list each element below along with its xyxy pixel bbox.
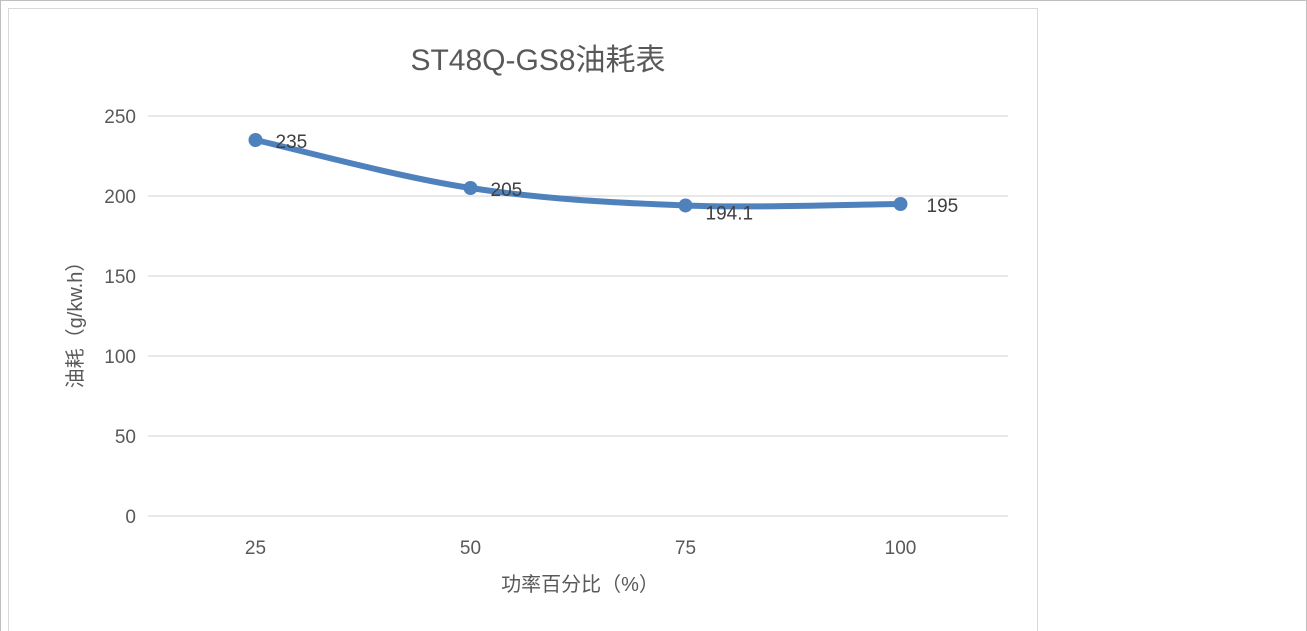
y-tick-label: 0: [125, 507, 136, 528]
chart-area: [8, 8, 1038, 631]
y-tick-labels: 0 50 100 150 200 250: [104, 107, 136, 528]
y-axis-title: 油耗（g/kw.h）: [64, 252, 87, 389]
y-tick-label: 100: [104, 347, 136, 368]
x-tick-label: 75: [675, 538, 696, 559]
y-tick-label: 250: [104, 107, 136, 128]
data-label: 205: [491, 180, 523, 201]
data-point: [678, 198, 693, 213]
data-labels: 235 205 194.1 195: [276, 132, 959, 224]
data-point: [893, 197, 908, 211]
data-point: [248, 133, 263, 147]
y-tick-label: 200: [104, 187, 136, 208]
x-tick-label: 25: [245, 538, 266, 559]
x-axis-title: 功率百分比（%）: [501, 573, 659, 596]
series-group: [248, 133, 908, 213]
x-tick-labels: 25 50 75 100: [245, 538, 916, 559]
gridlines: [148, 115, 1008, 517]
data-label: 235: [276, 132, 308, 153]
x-tick-label: 50: [460, 538, 481, 559]
series-line: [252, 137, 904, 210]
y-tick-label: 150: [104, 267, 136, 288]
x-tick-label: 100: [885, 538, 917, 559]
chart-title: ST48Q-GS8油耗表: [410, 44, 665, 77]
data-point: [463, 181, 478, 195]
data-label: 195: [927, 196, 959, 217]
data-label: 194.1: [706, 203, 754, 224]
y-tick-label: 50: [115, 427, 136, 448]
